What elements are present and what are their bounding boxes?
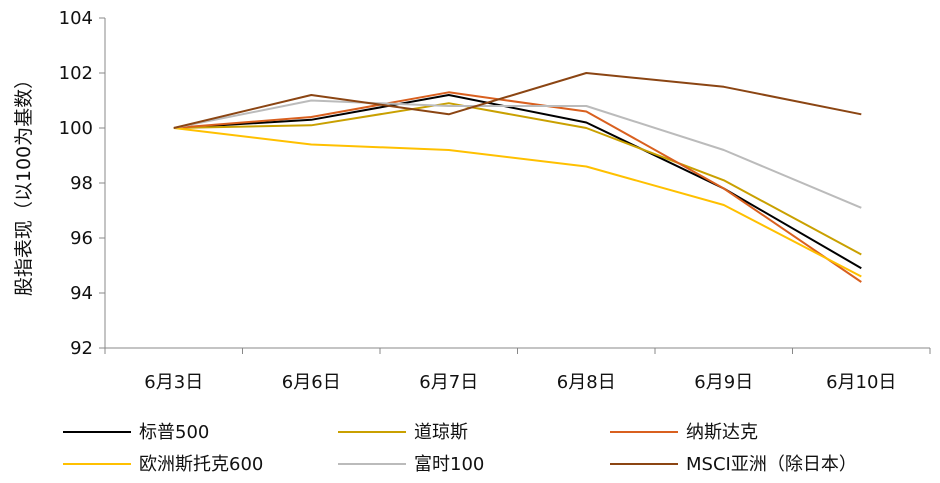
series-line [173,99,862,209]
x-tick-label: 6月6日 [282,372,341,393]
legend-label: 标普500 [139,422,209,443]
legend-label: 道琼斯 [414,422,468,443]
x-tick-label: 6月3日 [144,372,203,393]
x-tick-label: 6月8日 [557,372,616,393]
y-tick-label: 98 [70,173,93,194]
y-axis-label: 股指表现（以100为基数） [13,70,35,296]
axes [104,18,930,349]
legend-label: MSCI亚洲（除日本） [686,454,857,475]
legend-label: 欧洲斯托克600 [139,454,263,475]
y-tick-label: 104 [59,8,93,29]
series-line [173,102,862,256]
y-tick-label: 94 [70,283,93,304]
x-tick-labels: 6月3日 6月6日 6月7日 6月8日 6月9日 6月10日 [104,348,931,393]
x-tick-label: 6月9日 [694,372,753,393]
series-line [173,127,862,278]
y-tick-label: 92 [70,338,93,359]
y-tick-labels: 92 94 96 98 100 102 104 [59,8,105,359]
series-line [173,91,862,283]
y-tick-label: 102 [59,63,93,84]
legend-label: 纳斯达克 [686,422,758,443]
series-line [173,94,862,270]
series-line [173,72,862,129]
series-lines [173,72,862,283]
y-tick-label: 100 [59,118,93,139]
legend-label: 富时100 [414,454,484,475]
x-tick-label: 6月7日 [419,372,478,393]
y-tick-label: 96 [70,228,93,249]
x-tick-label: 6月10日 [826,372,896,393]
